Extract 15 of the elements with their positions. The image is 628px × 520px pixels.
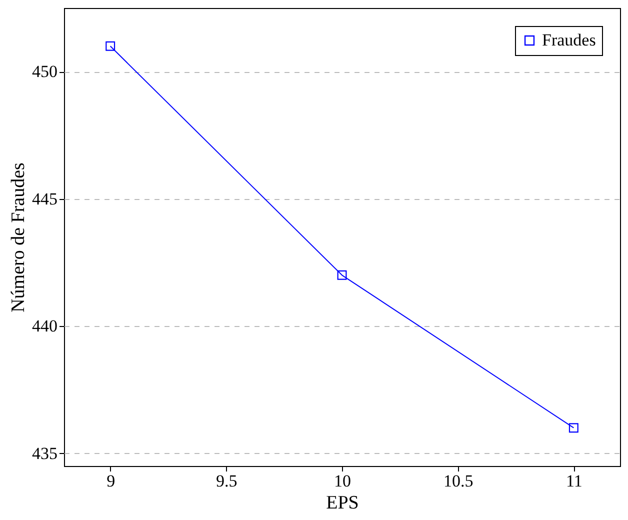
y-axis-title: Número de Fraudes xyxy=(8,162,29,312)
legend-label: Fraudes xyxy=(542,30,596,50)
x-tick-label: 9.5 xyxy=(216,472,238,490)
x-tick-label: 9 xyxy=(106,472,116,490)
y-tick-label: 440 xyxy=(32,316,58,336)
point xyxy=(568,423,578,433)
y-tick-label: 450 xyxy=(32,62,58,82)
x-tick-label: 11 xyxy=(566,472,582,490)
point xyxy=(337,270,347,280)
y-tick-label: 445 xyxy=(32,189,58,208)
x-axis-title: EPS xyxy=(326,492,359,514)
y-tick-label: 435 xyxy=(32,444,58,463)
point xyxy=(106,41,116,51)
x-tick-label: 10.5 xyxy=(443,472,474,490)
x-tick-label: 10 xyxy=(334,472,351,490)
